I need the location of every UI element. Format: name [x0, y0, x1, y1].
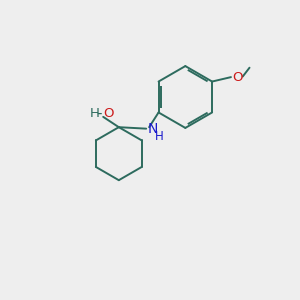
Text: H: H	[155, 130, 164, 143]
Text: O: O	[232, 70, 243, 84]
Text: -: -	[97, 106, 102, 121]
Text: H: H	[89, 107, 99, 120]
Text: O: O	[103, 107, 114, 120]
Text: N: N	[148, 122, 158, 136]
